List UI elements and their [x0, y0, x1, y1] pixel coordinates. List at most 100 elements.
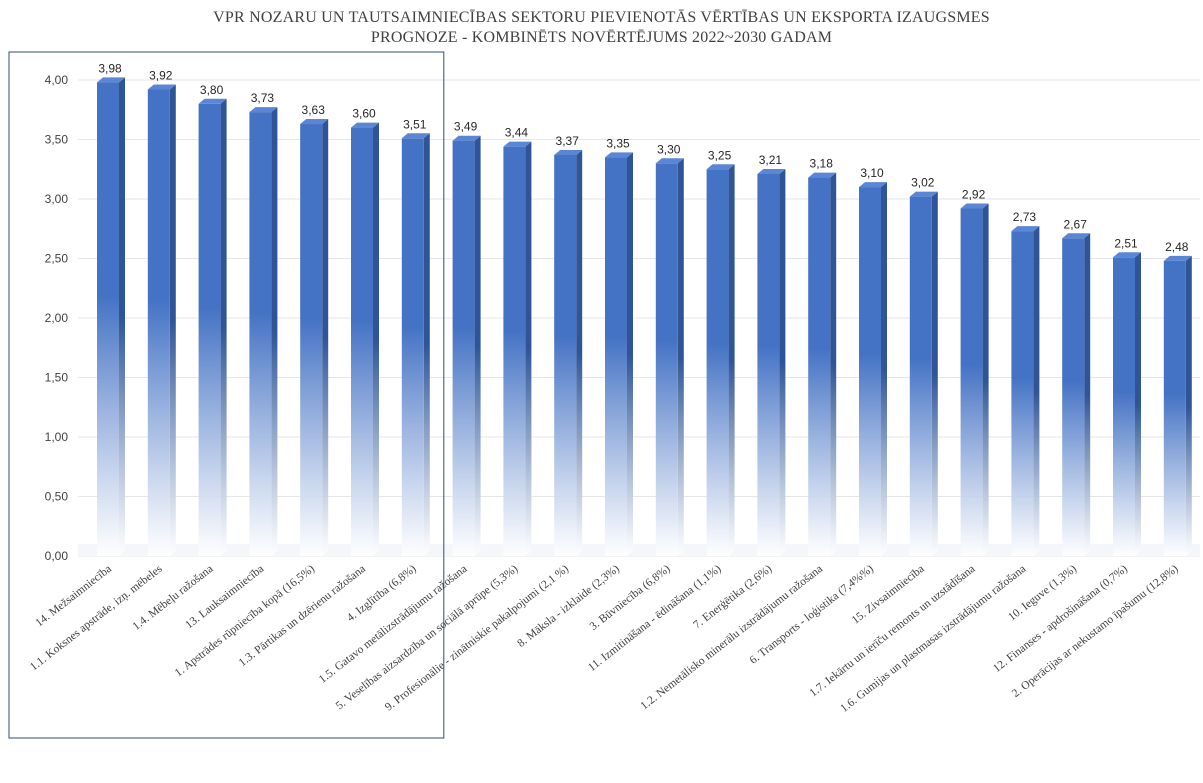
bar-group	[1062, 233, 1091, 556]
bar-top	[401, 133, 430, 139]
bar	[808, 177, 831, 556]
bar	[1011, 231, 1034, 556]
data-label: 3,49	[454, 120, 478, 134]
y-tick-label: 2,00	[45, 311, 69, 325]
data-label: 3,51	[403, 117, 427, 131]
bar	[503, 146, 526, 556]
bar-side	[322, 119, 329, 556]
bar	[1163, 260, 1186, 556]
data-label: 3,02	[911, 176, 935, 190]
bar	[605, 157, 627, 556]
bar-top	[655, 158, 684, 164]
bar-group	[503, 141, 532, 556]
data-label: 2,51	[1114, 236, 1138, 250]
bar	[300, 124, 323, 556]
x-tick-label: 1.2. Nemetālisko minerālu izstrādājumu r…	[638, 563, 825, 712]
bar-side	[423, 133, 430, 556]
data-label: 3,18	[810, 157, 834, 171]
bar	[655, 163, 678, 557]
bar-side	[627, 152, 633, 556]
bar	[554, 154, 577, 556]
bar	[909, 196, 932, 556]
bar-group	[757, 169, 786, 556]
bar-top	[1062, 233, 1091, 239]
bar-top	[147, 84, 176, 90]
bar-top	[909, 191, 938, 197]
bar-group	[554, 149, 583, 556]
data-label: 3,35	[606, 136, 630, 150]
bar-top	[554, 149, 583, 155]
x-tick-label: 5. Veselības aizsardzība un sociālā aprū…	[334, 563, 521, 712]
data-label: 2,67	[1064, 217, 1088, 231]
chart-title-line-1: VPR NOZARU UN TAUTSAIMNIECĪBAS SEKTORU P…	[213, 9, 990, 26]
bar	[249, 112, 272, 556]
data-label: 3,73	[251, 91, 275, 105]
bar	[1062, 238, 1085, 556]
data-label: 3,63	[302, 103, 326, 117]
bar	[859, 187, 881, 556]
bar	[401, 138, 424, 556]
bar	[147, 89, 170, 557]
bar-side	[830, 172, 837, 556]
bar-group	[655, 158, 684, 557]
bar-group	[1011, 226, 1040, 556]
bar	[706, 169, 729, 556]
bar-group	[97, 77, 125, 556]
highlight-box	[8, 51, 445, 739]
y-tick-label: 1,50	[45, 371, 69, 385]
bar-top	[808, 172, 837, 178]
bar-top	[859, 182, 887, 188]
bar-group	[249, 107, 278, 556]
bar-top	[503, 141, 532, 147]
bar-side	[220, 98, 227, 557]
data-label: 2,92	[962, 188, 986, 202]
bar-top	[452, 135, 481, 141]
bar-top	[1113, 252, 1141, 258]
bar-side	[931, 191, 938, 556]
bar-group	[1163, 255, 1192, 556]
bar-group	[808, 172, 837, 556]
y-tick-label: 1,00	[45, 430, 69, 444]
bar-top	[300, 119, 329, 125]
bar-top	[757, 169, 786, 175]
x-tick-label: 9. Profesionālie - zinātniskie pakalpoju…	[383, 563, 571, 714]
bar-group	[351, 122, 379, 556]
bar-group	[960, 203, 989, 556]
bar-side	[373, 122, 379, 556]
data-label: 3,44	[505, 126, 529, 140]
bar-side	[1185, 255, 1192, 556]
bar-group	[452, 135, 481, 556]
bar-group	[401, 133, 430, 556]
bar-group	[300, 119, 329, 556]
bar-side	[1135, 252, 1141, 556]
bar-side	[779, 169, 786, 556]
chart-title-line-2: PROGNOZE - KOMBINĒTS NOVĒRTĒJUMS 2022~20…	[370, 29, 833, 46]
y-tick-label: 3,00	[45, 192, 69, 206]
bar	[757, 174, 780, 556]
data-label: 3,98	[98, 61, 122, 75]
bar-group	[859, 182, 887, 556]
y-tick-label: 0,00	[45, 549, 69, 563]
data-label: 3,60	[352, 107, 376, 121]
data-label: 3,30	[657, 142, 681, 156]
bar	[1113, 257, 1135, 556]
bar-top	[706, 164, 735, 170]
data-label: 3,21	[759, 153, 783, 167]
x-tick-label: 8. Māksla - izklaide (2,3%)	[515, 563, 622, 650]
y-tick-label: 3,50	[45, 133, 69, 147]
y-tick-label: 2,50	[45, 252, 69, 266]
bar-side	[525, 141, 532, 556]
bar-side	[576, 149, 583, 556]
bar-group	[909, 191, 938, 556]
y-tick-label: 0,50	[45, 490, 69, 504]
bar-side	[881, 182, 887, 556]
bar-top	[198, 98, 227, 104]
bar	[351, 127, 373, 556]
data-label: 2,48	[1165, 240, 1189, 254]
bar-side	[474, 135, 481, 556]
bar-top	[960, 203, 989, 209]
bar-group	[198, 98, 227, 557]
bar-side	[271, 107, 278, 556]
y-tick-label: 4,00	[45, 73, 69, 87]
bar-top	[605, 152, 633, 158]
